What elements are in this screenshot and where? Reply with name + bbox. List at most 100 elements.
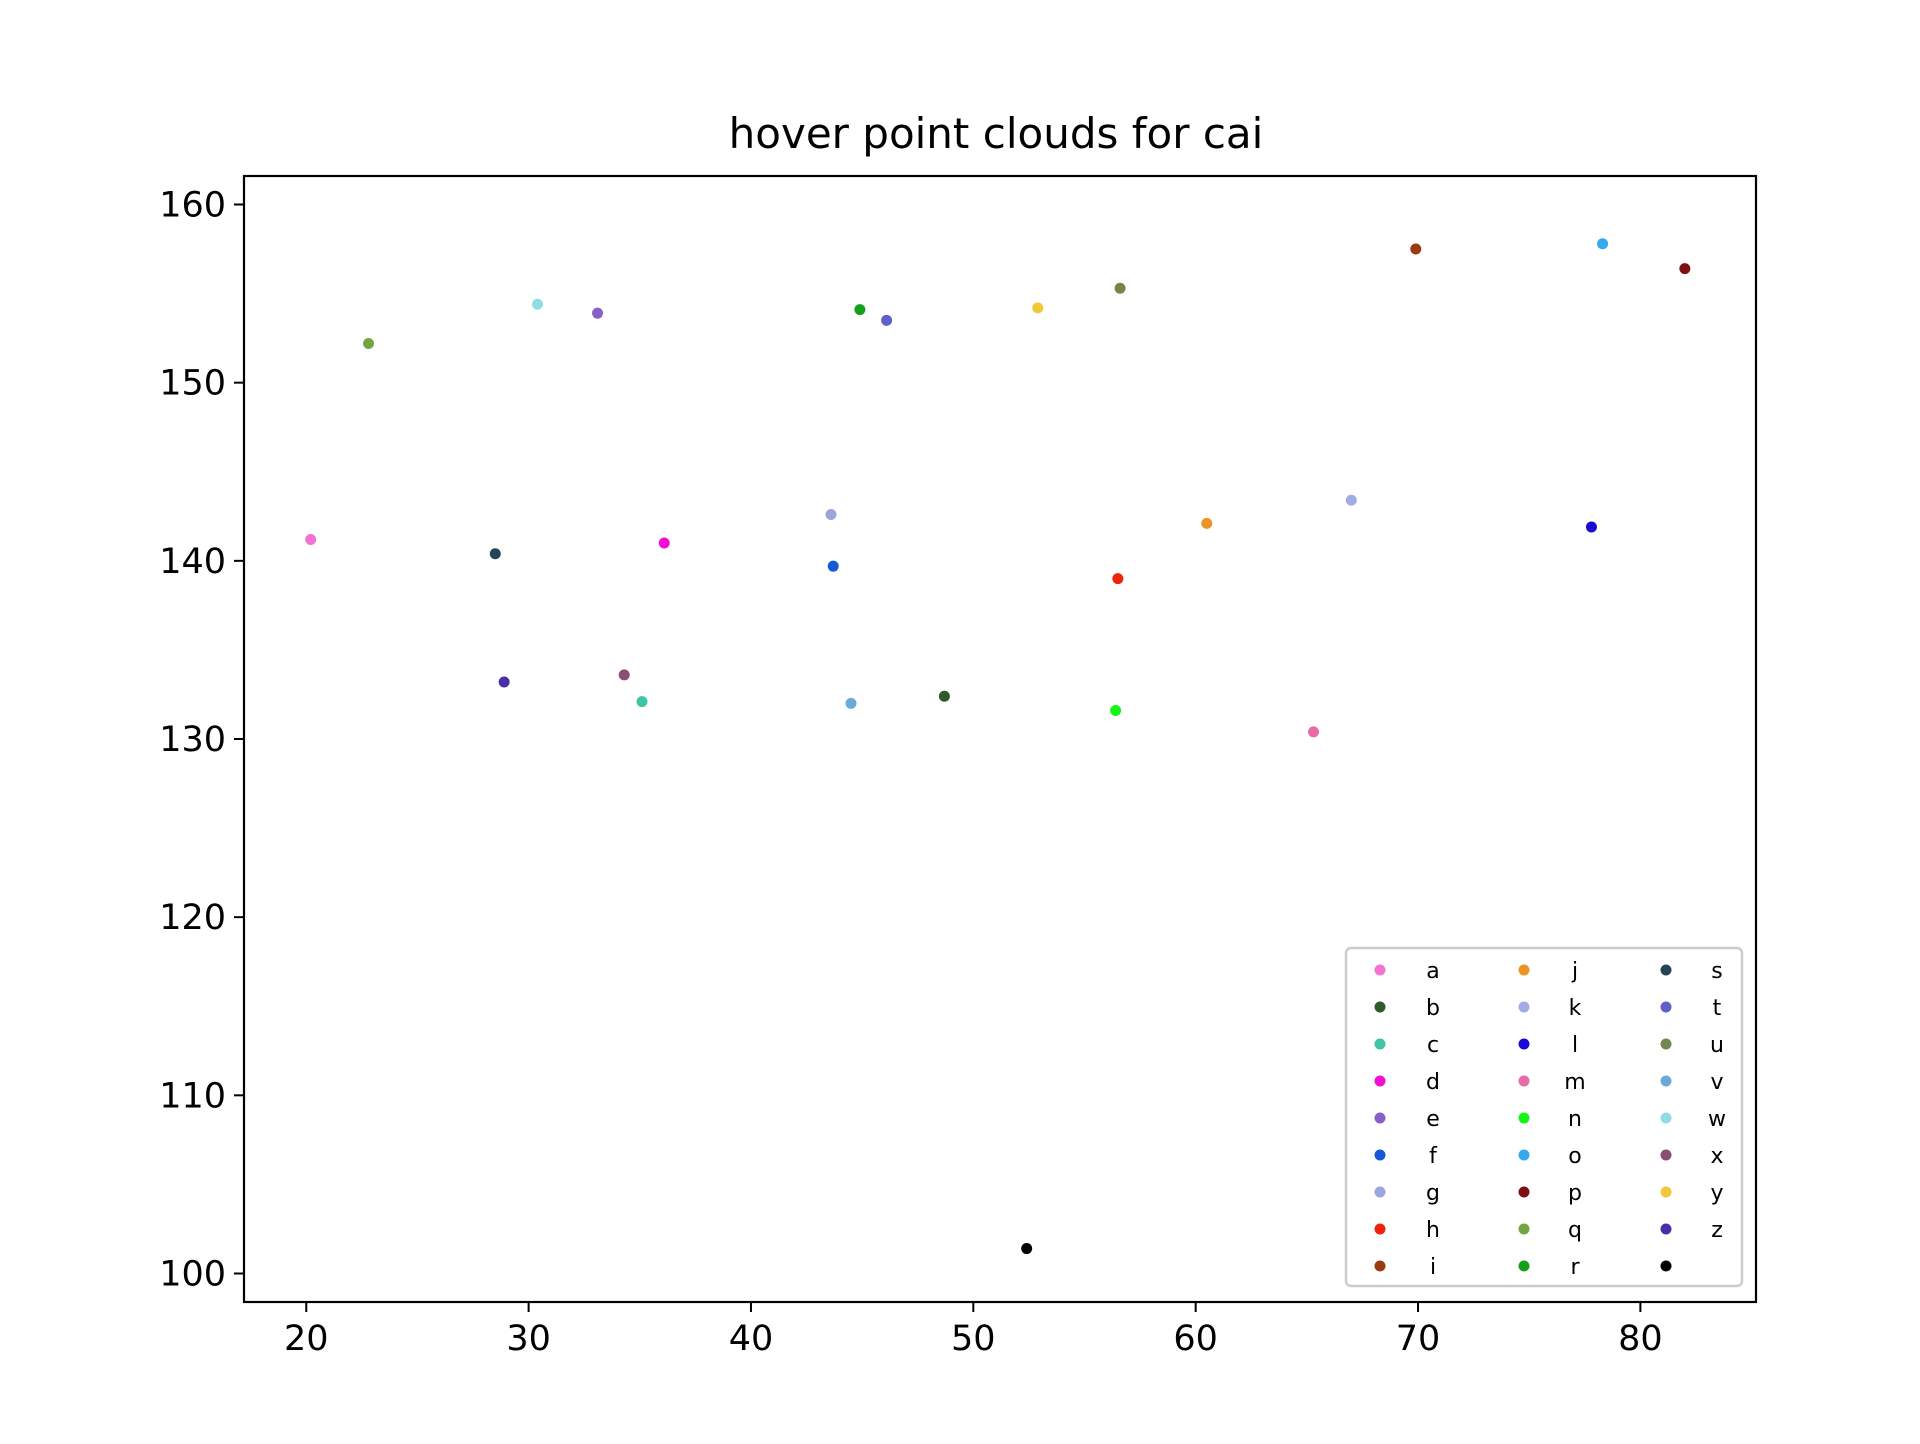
- data-point-t: [881, 314, 893, 326]
- data-point-m: [1308, 726, 1320, 738]
- legend-marker: [1660, 964, 1672, 976]
- y-tick-label: 150: [159, 364, 226, 404]
- legend-marker: [1660, 1186, 1672, 1198]
- data-point-x: [618, 669, 630, 681]
- x-tick-label: 20: [284, 1319, 329, 1359]
- legend-marker: [1660, 1149, 1672, 1161]
- legend-marker: [1518, 1149, 1530, 1161]
- data-point-z: [498, 676, 510, 688]
- legend-label: u: [1710, 1033, 1724, 1058]
- legend-label: g: [1426, 1181, 1440, 1206]
- legend-marker: [1374, 1038, 1386, 1050]
- legend-marker: [1374, 1186, 1386, 1198]
- data-point-p: [1679, 263, 1691, 275]
- legend-label: t: [1713, 996, 1722, 1021]
- legend-label: k: [1569, 996, 1582, 1021]
- legend-label: b: [1426, 996, 1440, 1021]
- data-point-d: [658, 537, 670, 549]
- legend-marker: [1660, 1260, 1672, 1272]
- data-point-j: [1201, 517, 1213, 529]
- legend-label: s: [1711, 959, 1722, 984]
- axes-layer: 20 30 40 50 60 70 80 100 110 120 130 140 150 160: [159, 174, 1758, 1359]
- data-point-u: [1114, 282, 1126, 294]
- data-point-s: [489, 548, 501, 560]
- legend-label: w: [1708, 1107, 1726, 1132]
- data-point-l: [1585, 521, 1597, 533]
- data-point-a: [305, 533, 317, 545]
- legend-marker: [1660, 1038, 1672, 1050]
- y-tick-label: 110: [159, 1076, 226, 1116]
- data-point-q: [363, 337, 375, 349]
- data-point-k: [1345, 494, 1357, 506]
- data-point-f: [827, 560, 839, 572]
- legend-marker: [1518, 1001, 1530, 1013]
- legend-marker: [1518, 1260, 1530, 1272]
- legend-marker: [1660, 1001, 1672, 1013]
- legend-label: v: [1710, 1070, 1723, 1095]
- data-point-n: [1110, 704, 1122, 716]
- legend-marker: [1374, 1112, 1386, 1124]
- legend-marker: [1518, 1186, 1530, 1198]
- legend-label: q: [1568, 1218, 1582, 1243]
- legend-box: [1344, 946, 1744, 1288]
- legend-label: z: [1711, 1218, 1723, 1243]
- legend-label: x: [1710, 1144, 1723, 1169]
- legend-label: r: [1570, 1255, 1580, 1280]
- legend-label: m: [1564, 1070, 1585, 1095]
- legend-label: i: [1430, 1255, 1436, 1280]
- data-point-i: [1410, 243, 1422, 255]
- data-point-r: [854, 304, 866, 316]
- legend-label: e: [1426, 1107, 1440, 1132]
- x-tick-label: 80: [1618, 1319, 1663, 1359]
- legend-label: d: [1426, 1070, 1440, 1095]
- y-tick-label: 120: [159, 898, 226, 938]
- legend-label: j: [1571, 959, 1578, 984]
- legend-marker: [1518, 1223, 1530, 1235]
- legend-label: p: [1568, 1181, 1582, 1206]
- legend-marker: [1660, 1075, 1672, 1087]
- data-point-v: [845, 697, 857, 709]
- x-tick-label: 70: [1396, 1319, 1441, 1359]
- data-point-h: [1112, 573, 1124, 585]
- legend-marker: [1518, 1112, 1530, 1124]
- legend-label: l: [1572, 1033, 1578, 1058]
- data-point-c: [636, 696, 648, 708]
- legend-marker: [1374, 1223, 1386, 1235]
- y-tick-label: 130: [159, 720, 226, 760]
- y-tick-label: 140: [159, 542, 226, 582]
- data-point-g: [825, 509, 837, 521]
- x-tick-label: 50: [951, 1319, 996, 1359]
- legend-marker: [1660, 1112, 1672, 1124]
- x-tick-label: 30: [506, 1319, 551, 1359]
- y-tick-label: 160: [159, 186, 226, 226]
- legend-label: h: [1426, 1218, 1440, 1243]
- points-layer: [305, 238, 1691, 1255]
- legend-label: n: [1568, 1107, 1582, 1132]
- data-point-b: [938, 690, 950, 702]
- x-tick-label: 40: [729, 1319, 774, 1359]
- legend-marker: [1374, 1260, 1386, 1272]
- chart-title: hover point clouds for cai: [729, 109, 1264, 158]
- legend-label: a: [1426, 959, 1439, 984]
- legend-label: o: [1568, 1144, 1581, 1169]
- legend-marker: [1374, 964, 1386, 976]
- x-tick-label: 60: [1173, 1319, 1218, 1359]
- legend-marker: [1374, 1001, 1386, 1013]
- data-point-unlabeled: [1021, 1243, 1033, 1255]
- legend-marker: [1374, 1149, 1386, 1161]
- legend-marker: [1660, 1223, 1672, 1235]
- data-point-o: [1597, 238, 1609, 250]
- y-tick-label: 100: [159, 1254, 226, 1294]
- legend-label: f: [1429, 1144, 1438, 1169]
- legend-label: c: [1427, 1033, 1439, 1058]
- data-point-e: [592, 307, 604, 319]
- data-point-y: [1032, 302, 1044, 314]
- data-point-w: [532, 298, 544, 310]
- legend-marker: [1518, 1038, 1530, 1050]
- legend-marker: [1518, 1075, 1530, 1087]
- legend-label: y: [1710, 1181, 1723, 1206]
- legend-marker: [1518, 964, 1530, 976]
